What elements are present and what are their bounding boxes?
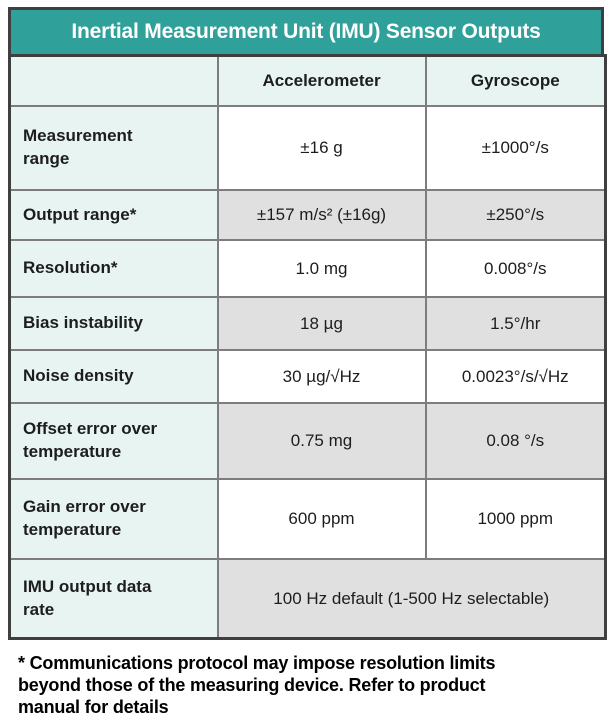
accelerometer-value: 0.75 mg — [216, 402, 427, 480]
merged-data-rate-value: 100 Hz default (1-500 Hz selectable) — [216, 558, 607, 640]
header-cell-accelerometer: Accelerometer — [216, 54, 427, 107]
row-label: Gain error over temperature — [8, 478, 219, 560]
accelerometer-value: 18 µg — [216, 296, 427, 351]
table-title: Inertial Measurement Unit (IMU) Sensor O… — [71, 20, 541, 43]
header-row: Accelerometer Gyroscope — [8, 54, 607, 107]
table-row-offset-error: Offset error over temperature 0.75 mg 0.… — [8, 402, 607, 480]
table-row-measurement-range: Measurement range ±16 g ±1000°/s — [8, 105, 607, 191]
header-cell-gyroscope: Gyroscope — [424, 54, 607, 107]
gyroscope-value: ±1000°/s — [424, 105, 607, 191]
imu-spec-table: Accelerometer Gyroscope Measurement rang… — [8, 54, 607, 640]
gyroscope-value: 1000 ppm — [424, 478, 607, 560]
table-row-gain-error: Gain error over temperature 600 ppm 1000… — [8, 478, 607, 560]
accelerometer-value: ±16 g — [216, 105, 427, 191]
table-title-bar: Inertial Measurement Unit (IMU) Sensor O… — [8, 7, 604, 57]
accelerometer-value: 600 ppm — [216, 478, 427, 560]
table-row-output-range: Output range* ±157 m/s² (±16g) ±250°/s — [8, 189, 607, 241]
accelerometer-value: ±157 m/s² (±16g) — [216, 189, 427, 241]
row-label: Measurement range — [8, 105, 219, 191]
row-label: Offset error over temperature — [8, 402, 219, 480]
row-label: Noise density — [8, 349, 219, 404]
row-label: Output range* — [8, 189, 219, 241]
row-label: Bias instability — [8, 296, 219, 351]
header-cell-empty — [8, 54, 219, 107]
table-row-bias-instability: Bias instability 18 µg 1.5°/hr — [8, 296, 607, 351]
table-row-noise-density: Noise density 30 µg/√Hz 0.0023°/s/√Hz — [8, 349, 607, 404]
table-row-imu-output-data-rate: IMU output data rate 100 Hz default (1-5… — [8, 558, 607, 640]
gyroscope-value: 0.008°/s — [424, 239, 607, 298]
table-row-resolution: Resolution* 1.0 mg 0.008°/s — [8, 239, 607, 298]
gyroscope-value: 0.08 °/s — [424, 402, 607, 480]
footnote: * Communications protocol may impose res… — [18, 653, 496, 717]
row-label: IMU output data rate — [8, 558, 219, 640]
gyroscope-value: ±250°/s — [424, 189, 607, 241]
page: Inertial Measurement Unit (IMU) Sensor O… — [8, 7, 607, 717]
gyroscope-value: 1.5°/hr — [424, 296, 607, 351]
accelerometer-value: 1.0 mg — [216, 239, 427, 298]
accelerometer-value: 30 µg/√Hz — [216, 349, 427, 404]
row-label: Resolution* — [8, 239, 219, 298]
gyroscope-value: 0.0023°/s/√Hz — [424, 349, 607, 404]
